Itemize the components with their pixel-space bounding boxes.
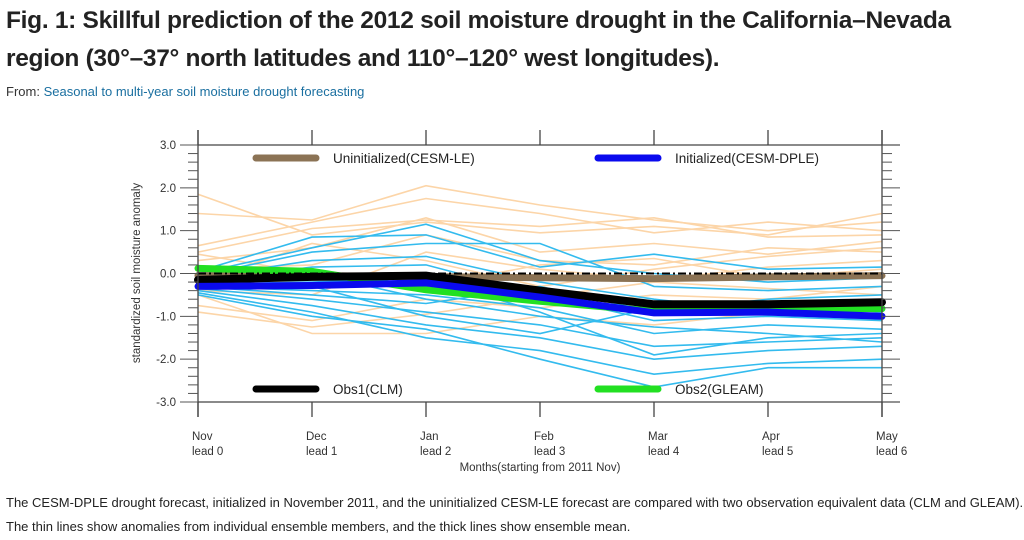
figure-caption: The CESM-DPLE drought forecast, initiali… (6, 495, 1024, 534)
initialized-member-line-0 (197, 234, 883, 273)
uninitialized-member-line-3 (197, 216, 883, 253)
x-tick-label-lead: lead 4 (648, 446, 680, 458)
soil-moisture-chart: 3.0 2.0 1.0 0.0 -1.0 -2.0 -3.0 Nov lead 0 Dec lea… (131, 130, 907, 474)
source-article-link[interactable]: Seasonal to multi-year soil moisture dro… (43, 84, 365, 99)
initialized-mean-line (194, 279, 886, 320)
x-tick-label-month: Nov (192, 431, 213, 443)
y-tick-label: 1.0 (160, 226, 176, 238)
y-tick-label: -1.0 (156, 311, 176, 323)
x-tick-label-lead: lead 3 (534, 446, 565, 458)
figure-title: Fig. 1: Skillful prediction of the 2012 … (6, 7, 951, 72)
from-label: From: (6, 84, 40, 99)
initialized-member-line-12 (197, 285, 883, 313)
legend-label-2: Obs1(CLM) (333, 382, 403, 397)
uninitialized-member-line-2 (197, 197, 883, 247)
initialized-member-line-6 (197, 287, 883, 348)
y-tick-label: -2.0 (156, 354, 176, 366)
initialized-member-line-7 (197, 289, 883, 361)
ensemble-members (197, 184, 883, 388)
y-tick-label: -3.0 (156, 397, 176, 409)
legend: Uninitialized(CESM-LE) Initialized(CESM-D… (252, 151, 819, 397)
x-tick-label-month: Jan (420, 431, 439, 443)
y-axis-ticks: 3.0 2.0 1.0 0.0 -1.0 -2.0 -3.0 (156, 140, 900, 409)
y-tick-label: 3.0 (160, 140, 176, 152)
x-tick-label-lead: lead 1 (306, 446, 337, 458)
obs1-clm-line (194, 271, 886, 309)
x-tick-label-lead: lead 6 (876, 446, 907, 458)
x-tick-label-lead: lead 2 (420, 446, 451, 458)
x-axis-ticks: Nov lead 0 Dec lead 1 Jan lead 2 Feb lead 3 Mar l… (192, 130, 907, 458)
x-axis-label: Months(starting from 2011 Nov) (460, 462, 621, 474)
x-tick-label-month: Feb (534, 431, 554, 443)
initialized-member-line-2 (197, 242, 883, 292)
x-tick-label-lead: lead 5 (762, 446, 793, 458)
legend-label-1: Initialized(CESM-DPLE) (675, 151, 819, 166)
x-tick-label-month: Dec (306, 431, 327, 443)
uninitialized-member-line-0 (197, 193, 883, 236)
initialized-member-line-1 (197, 223, 883, 283)
initialized-member-line-8 (197, 292, 883, 376)
x-tick-label-month: May (876, 431, 898, 443)
x-tick-label-lead: lead 0 (192, 446, 223, 458)
y-tick-label: 2.0 (160, 183, 176, 195)
y-axis-label: standardized soil moisture anomaly (131, 183, 143, 364)
initialized-member-line-5 (197, 285, 883, 335)
uninitialized-member-line-1 (197, 184, 883, 232)
x-tick-label-month: Apr (762, 431, 780, 443)
figure-source: From: Seasonal to multi-year soil moistu… (6, 84, 364, 99)
ensemble-means (194, 264, 886, 320)
legend-label-0: Uninitialized(CESM-LE) (333, 151, 475, 166)
x-tick-label-month: Mar (648, 431, 668, 443)
y-tick-label: 0.0 (160, 269, 176, 281)
initialized-member-line-9 (197, 294, 882, 388)
legend-label-3: Obs2(GLEAM) (675, 382, 764, 397)
